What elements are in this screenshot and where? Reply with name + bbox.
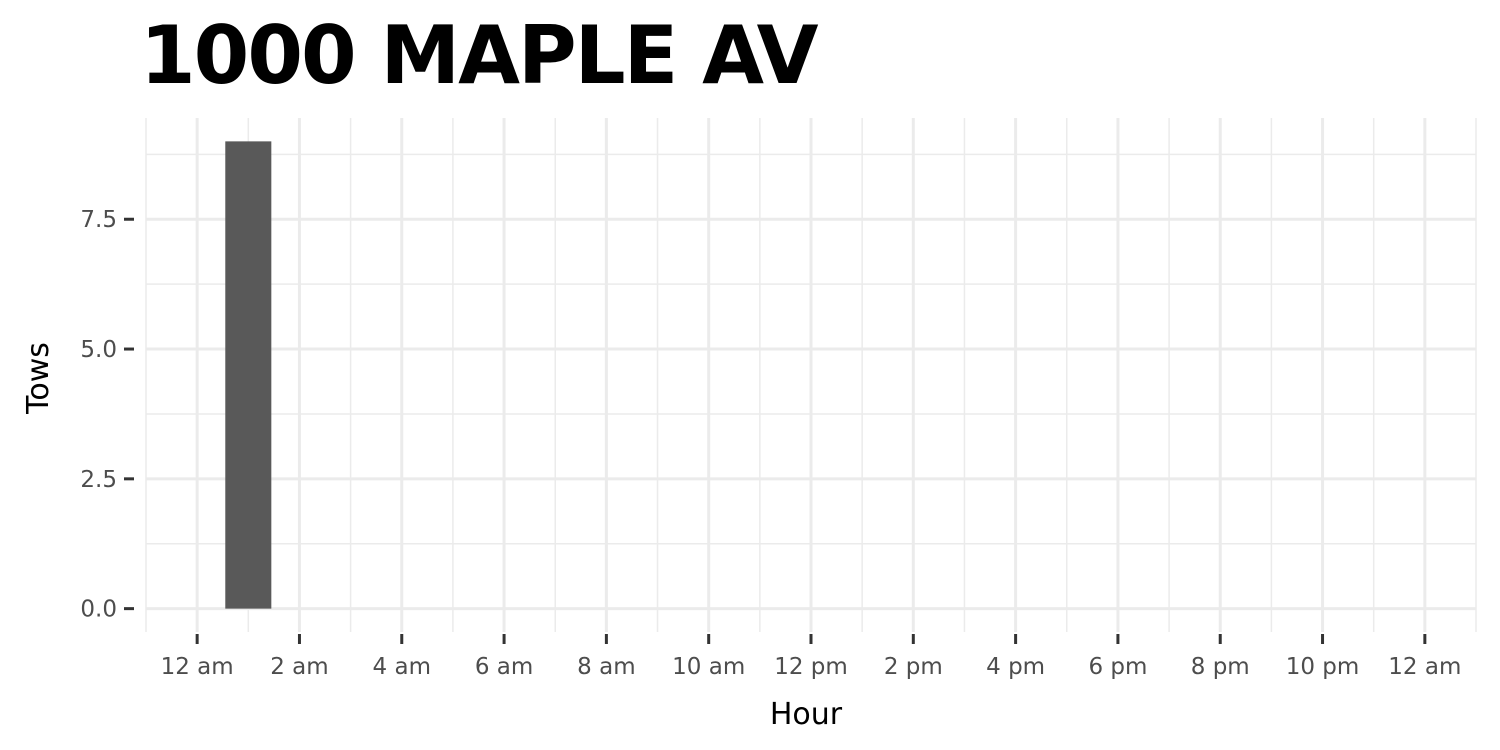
y-tick-label: 2.5 [80,467,117,493]
x-tick-label: 2 am [270,654,328,680]
bar [225,141,272,609]
y-tick-label: 5.0 [80,337,117,363]
x-tick-label: 4 am [373,654,431,680]
y-tick-label: 0.0 [80,597,117,623]
x-tick-label: 8 am [577,654,635,680]
x-tick-label: 12 am [161,654,234,680]
x-tick-label: 12 pm [774,654,848,680]
x-tick-label: 6 pm [1088,654,1147,680]
bars-layer [225,141,272,609]
grid-layer [145,118,1477,632]
x-axis-title: Hour [770,697,843,732]
x-tick-label: 4 pm [986,654,1045,680]
x-tick-label: 2 pm [884,654,943,680]
axes-layer: 12 am 2 am 4 am 6 am 8 am 10 am 12 pm 2 pm 4 pm 6… [80,207,1461,680]
y-axis-title: Tows [21,342,56,415]
x-tick-label: 12 am [1388,654,1461,680]
x-tick-label: 10 pm [1286,654,1360,680]
x-tick-label: 10 am [672,654,745,680]
chart-title: 1000 MAPLE AV [140,9,819,102]
x-tick-label: 8 pm [1191,654,1250,680]
y-tick-label: 7.5 [80,207,117,233]
x-tick-label: 6 am [475,654,533,680]
